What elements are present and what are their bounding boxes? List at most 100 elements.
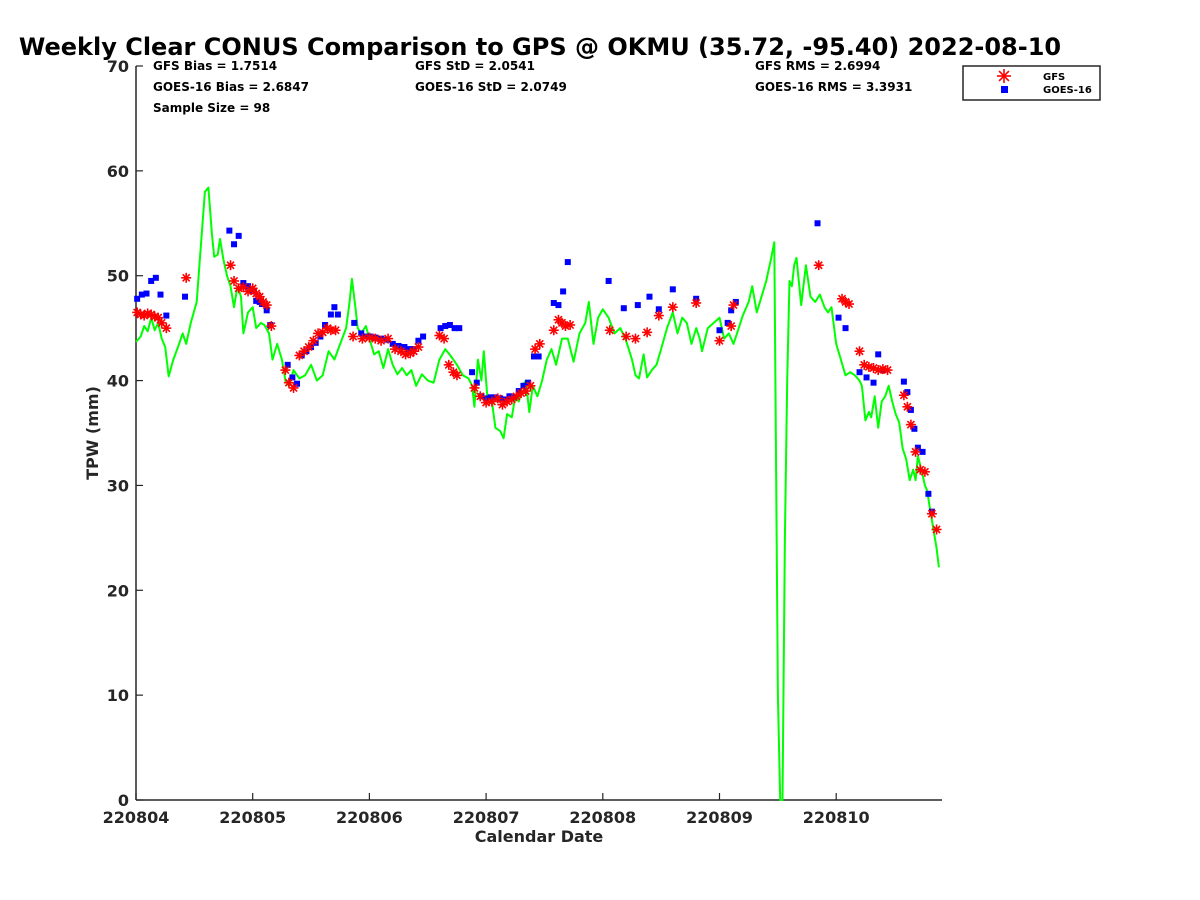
goes-point [900, 378, 907, 385]
goes-point [856, 369, 863, 376]
gfs-point [229, 275, 240, 286]
x-tick-label: 220809 [686, 808, 753, 827]
gfs-point [926, 508, 937, 519]
gfs-point [525, 380, 536, 391]
goes-point [406, 346, 413, 353]
goes-point [560, 288, 567, 295]
goes-point [327, 311, 334, 318]
gfs-point [902, 401, 913, 412]
goes-point [289, 374, 296, 381]
stat-goes-rms: GOES-16 RMS = 3.3931 [755, 80, 912, 94]
goes-point [814, 220, 821, 227]
gfs-point [288, 382, 299, 393]
legend-gfs-marker [997, 69, 1011, 83]
y-axis-label: TPW (mm) [83, 386, 102, 480]
gfs-point [910, 446, 921, 457]
gfs-point [728, 300, 739, 311]
gfs-point [653, 310, 664, 321]
goes-point [451, 325, 458, 332]
y-tick-label: 30 [107, 476, 129, 495]
gfs-point [383, 333, 394, 344]
gps-line [135, 186, 940, 801]
gfs-point [153, 312, 164, 323]
goes-point [655, 306, 662, 313]
goes-point [226, 227, 233, 234]
gfs-point [548, 325, 559, 336]
goes-point [331, 304, 338, 311]
y-tick-label: 40 [107, 372, 129, 391]
goes-point [550, 299, 557, 306]
stat-gfs-bias: GFS Bias = 1.7514 [153, 59, 277, 73]
goes-point [469, 369, 476, 376]
x-tick-label: 220804 [103, 808, 170, 827]
goes-point [669, 286, 676, 293]
legend-goes-label: GOES-16 [1043, 85, 1092, 96]
stat-sample-size: Sample Size = 98 [153, 101, 270, 115]
gfs-point [254, 291, 265, 302]
gfs-point [844, 299, 855, 310]
gfs-series [132, 260, 942, 535]
gfs-point [181, 272, 192, 283]
goes-point [870, 379, 877, 386]
gfs-point [726, 321, 737, 332]
goes-point [487, 394, 494, 401]
gfs-point [475, 391, 486, 402]
goes-point [401, 344, 408, 351]
gfs-point [534, 338, 545, 349]
stat-gfs-rms: GFS RMS = 2.6994 [755, 59, 880, 73]
gfs-point [854, 346, 865, 357]
plot-axes: 0 10 20 30 40 50 60 70 220804 220805 220806 220807 2… [103, 57, 942, 827]
goes-point [152, 274, 159, 281]
goes-point [148, 277, 155, 284]
gfs-point [492, 393, 503, 404]
goes-point [564, 259, 571, 266]
gfs-point [813, 260, 824, 271]
gfs-point [225, 260, 236, 271]
goes-point [605, 277, 612, 284]
gfs-point [261, 300, 272, 311]
goes-point [143, 290, 150, 297]
goes-point [835, 314, 842, 321]
legend-goes-marker [1001, 86, 1008, 93]
y-tick-label: 50 [107, 267, 129, 286]
gfs-point [439, 333, 450, 344]
gfs-point [905, 419, 916, 430]
gfs-point [714, 335, 725, 346]
gfs-point [630, 333, 641, 344]
goes-point [358, 330, 365, 337]
y-tick-label: 70 [107, 57, 129, 76]
chart-title: Weekly Clear CONUS Comparison to GPS @ O… [19, 33, 1061, 61]
goes-point [163, 312, 170, 319]
goes-point [231, 241, 238, 248]
goes-point [415, 337, 422, 344]
goes-point [235, 232, 242, 239]
goes-point [334, 311, 341, 318]
goes-point [442, 323, 449, 330]
goes-point [351, 319, 358, 326]
goes-point [911, 425, 918, 432]
gfs-point [280, 365, 291, 376]
goes-point [875, 351, 882, 358]
gfs-point [642, 327, 653, 338]
gfs-point [443, 359, 454, 370]
goes-point [925, 490, 932, 497]
goes-point [520, 382, 527, 389]
stat-gfs-std: GFS StD = 2.0541 [415, 59, 535, 73]
gfs-point [308, 335, 319, 346]
goes-point [420, 333, 427, 340]
goes-point [842, 325, 849, 332]
gfs-point [530, 344, 541, 355]
goes-point [134, 295, 141, 302]
stat-goes-std: GOES-16 StD = 2.0749 [415, 80, 567, 94]
goes-point [535, 353, 542, 360]
legend-gfs-asterisk [997, 69, 1011, 83]
legend-gfs-label: GFS [1043, 72, 1065, 83]
stat-goes-bias: GOES-16 Bias = 2.6847 [153, 80, 309, 94]
goes-point [492, 394, 499, 401]
gfs-point [330, 325, 341, 336]
goes-point [914, 444, 921, 451]
goes-point [646, 293, 653, 300]
goes-point [389, 340, 396, 347]
goes-point [620, 305, 627, 312]
